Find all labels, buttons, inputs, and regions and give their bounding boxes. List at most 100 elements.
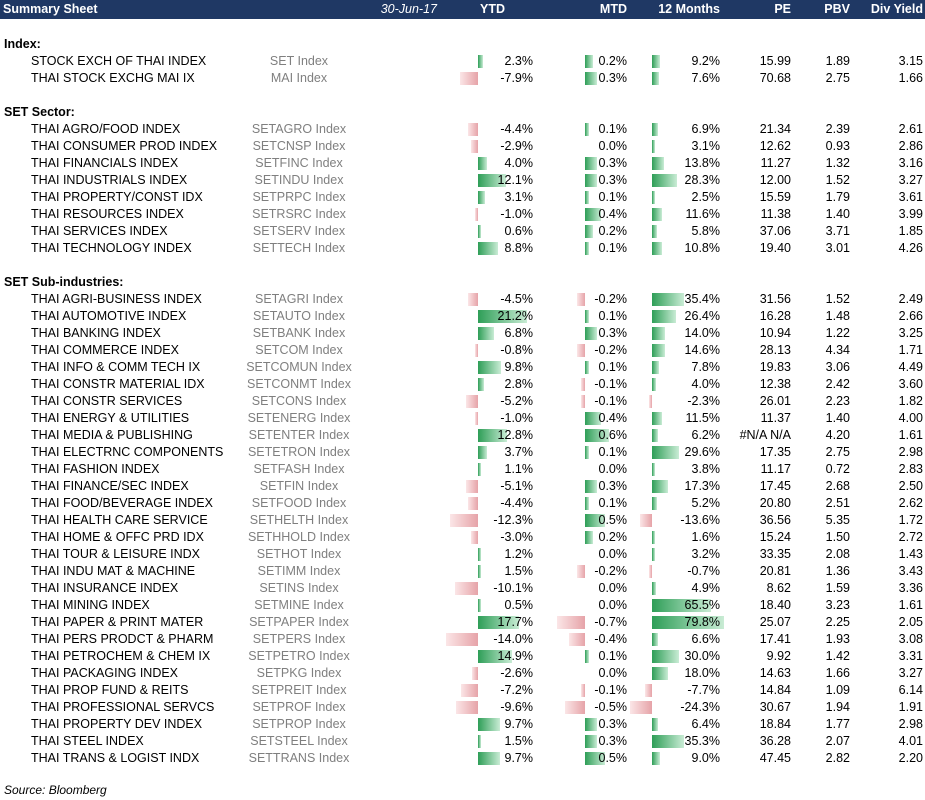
pbv-value: 1.36 — [825, 564, 850, 578]
div-yield-value: 2.50 — [898, 479, 923, 493]
table-row: THAI FINANCIALS INDEX SETFINC Index 4.0% 0.… — [0, 155, 925, 172]
mtd-value: 0.0% — [598, 598, 628, 612]
pbv-value: 1.52 — [825, 292, 850, 306]
mtd-data-bar — [585, 327, 597, 340]
pe-value: 70.68 — [759, 71, 791, 85]
mtd-data-bar — [585, 191, 589, 204]
m12-data-bar — [630, 701, 652, 714]
table-row: THAI HOME & OFFC PRD IDX SETHHOLD Index -3… — [0, 529, 925, 546]
ytd-value: 3.7% — [504, 445, 534, 459]
pe-value: 17.45 — [759, 479, 791, 493]
twelve-month-value: 26.4% — [684, 309, 720, 323]
twelve-month-value: 5.8% — [691, 224, 721, 238]
pbv-value: 1.52 — [825, 173, 850, 187]
ytd-value: 17.7% — [497, 615, 533, 629]
spacer-row — [0, 257, 925, 274]
pe-value: 18.84 — [759, 717, 791, 731]
m12-data-bar — [652, 599, 711, 612]
ytd-data-bar — [475, 412, 478, 425]
div-yield-value: 3.27 — [898, 173, 923, 187]
table-row: THAI FOOD/BEVERAGE INDEX SETFOOD Index -4.… — [0, 495, 925, 512]
m12-data-bar — [652, 718, 658, 731]
div-yield-value: 1.61 — [898, 598, 923, 612]
mtd-data-bar — [585, 310, 589, 323]
twelve-month-value: 10.8% — [684, 241, 720, 255]
pbv-value: 1.40 — [825, 207, 850, 221]
ytd-value: 9.7% — [504, 717, 534, 731]
ytd-value: 6.8% — [504, 326, 534, 340]
div-yield-value: 4.01 — [898, 734, 923, 748]
m12-data-bar — [652, 497, 657, 510]
div-yield-value: 2.98 — [898, 717, 923, 731]
ytd-value: -4.5% — [500, 292, 533, 306]
index-ticker: SETPROF Index — [252, 700, 346, 714]
index-ticker: SETINDU Index — [254, 173, 344, 187]
twelve-month-value: 4.9% — [691, 581, 721, 595]
ytd-value: 14.9% — [497, 649, 533, 663]
ytd-data-bar — [478, 752, 501, 765]
pe-value: 16.28 — [759, 309, 791, 323]
pe-value: 47.45 — [759, 751, 791, 765]
m12-data-bar — [652, 225, 658, 238]
mtd-value: 0.1% — [598, 649, 628, 663]
div-yield-value: 6.14 — [898, 683, 923, 697]
index-name: THAI SERVICES INDEX — [31, 224, 168, 238]
index-ticker: SETBANK Index — [252, 326, 346, 340]
pbv-value: 1.48 — [825, 309, 850, 323]
m12-data-bar — [652, 327, 665, 340]
pbv-value: 3.23 — [825, 598, 850, 612]
ytd-value: 1.2% — [504, 547, 534, 561]
mtd-data-bar — [581, 378, 585, 391]
spacer-row — [0, 19, 925, 36]
twelve-month-value: 65.5% — [684, 598, 720, 612]
index-name: THAI INSURANCE INDEX — [31, 581, 179, 595]
ytd-data-bar — [461, 684, 478, 697]
index-name: THAI INDU MAT & MACHINE — [31, 564, 196, 578]
ytd-value: -4.4% — [500, 122, 533, 136]
pbv-value: 3.71 — [825, 224, 850, 238]
table-row: THAI CONSTR MATERIAL IDX SETCONMT Index 2.… — [0, 376, 925, 393]
div-yield-value: 4.00 — [898, 411, 923, 425]
ytd-data-bar — [478, 429, 508, 442]
index-ticker: SETAGRO Index — [251, 122, 347, 136]
pbv-value: 2.08 — [825, 547, 850, 561]
index-ticker: SETCONMT Index — [247, 377, 351, 391]
mtd-value: 0.2% — [598, 54, 628, 68]
div-yield-value: 3.15 — [898, 54, 923, 68]
mtd-value: 0.5% — [598, 751, 628, 765]
twelve-month-value: 7.6% — [691, 71, 721, 85]
m12-data-bar — [652, 361, 660, 374]
index-name: THAI PROPERTY/CONST IDX — [31, 190, 203, 204]
mtd-value: 0.6% — [598, 428, 628, 442]
ytd-data-bar — [478, 310, 527, 323]
div-yield-value: 4.26 — [898, 241, 923, 255]
pbv-value: 0.72 — [825, 462, 850, 476]
pe-value: 36.56 — [759, 513, 791, 527]
div-yield-value: 2.20 — [898, 751, 923, 765]
index-ticker: SETCOM Index — [255, 343, 343, 357]
m12-data-bar — [652, 344, 666, 357]
spacer-row — [0, 87, 925, 104]
div-yield-value: 3.27 — [898, 666, 923, 680]
twelve-month-value: 35.4% — [684, 292, 720, 306]
twelve-month-value: 28.3% — [684, 173, 720, 187]
pe-value: 10.94 — [759, 326, 791, 340]
col-header-12-months: 12 Months — [658, 2, 720, 16]
index-name: THAI CONSUMER PROD INDEX — [31, 139, 218, 153]
m12-data-bar — [652, 633, 658, 646]
mtd-data-bar — [585, 514, 605, 527]
pe-value: 11.37 — [760, 411, 791, 425]
section-title: SET Sub-industries: — [4, 275, 124, 289]
pe-value: 15.99 — [759, 54, 791, 68]
pe-value: 14.84 — [759, 683, 791, 697]
index-name: THAI PACKAGING INDEX — [31, 666, 179, 680]
index-ticker: MAI Index — [270, 71, 328, 85]
index-name: THAI HOME & OFFC PRD IDX — [31, 530, 204, 544]
ytd-data-bar — [445, 633, 478, 646]
pbv-value: 3.06 — [825, 360, 850, 374]
mtd-value: 0.3% — [598, 734, 628, 748]
mtd-value: -0.2% — [594, 564, 627, 578]
pe-value: 11.17 — [760, 462, 791, 476]
index-ticker: SETAUTO Index — [253, 309, 345, 323]
div-yield-value: 1.85 — [898, 224, 923, 238]
